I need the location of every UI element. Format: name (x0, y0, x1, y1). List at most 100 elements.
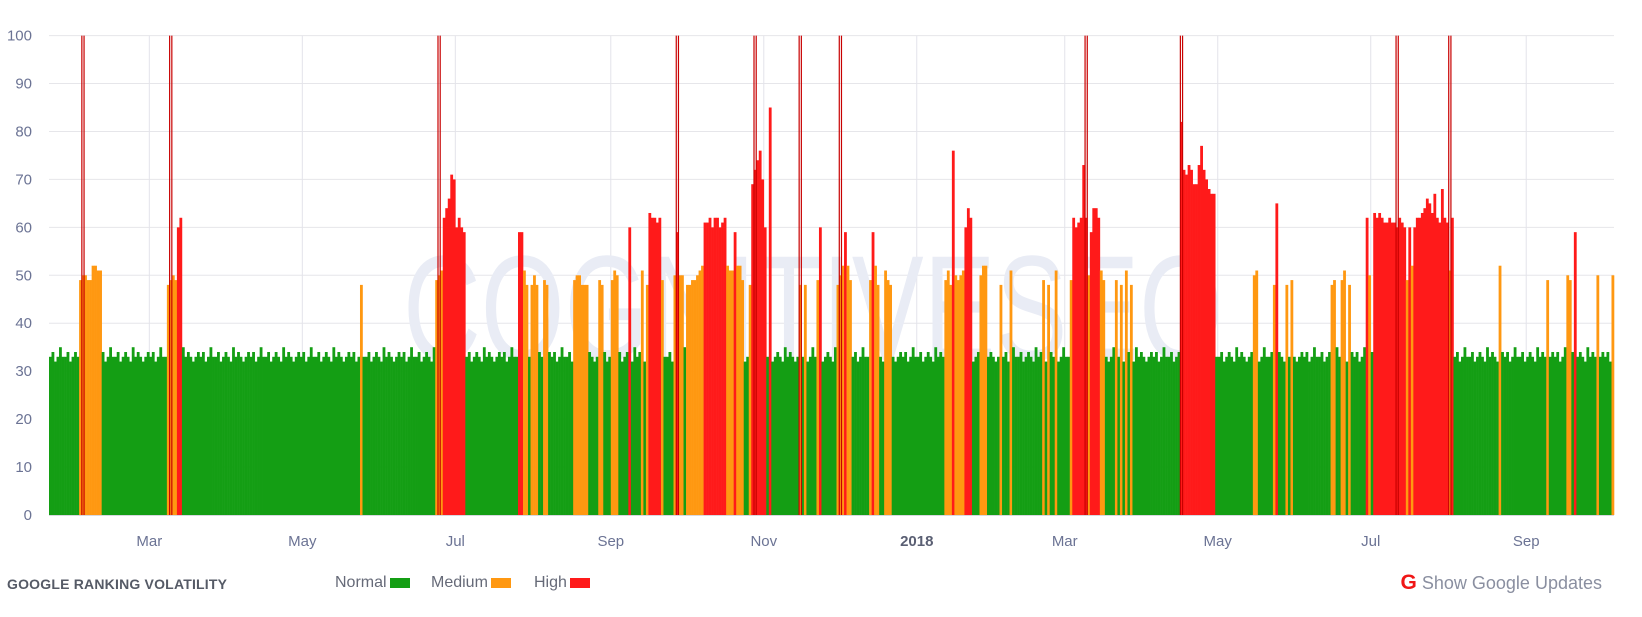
volatility-bar[interactable] (1094, 208, 1098, 515)
volatility-bar[interactable] (849, 280, 852, 515)
volatility-bar[interactable] (580, 284, 584, 515)
volatility-bar[interactable] (1318, 356, 1321, 515)
volatility-bar[interactable] (1486, 347, 1489, 515)
volatility-bar[interactable] (136, 352, 140, 515)
volatility-bar[interactable] (821, 361, 825, 515)
volatility-bar[interactable] (1568, 280, 1572, 515)
volatility-bar[interactable] (939, 352, 943, 515)
volatility-bar[interactable] (279, 361, 283, 515)
volatility-bar[interactable] (485, 356, 489, 515)
volatility-bar[interactable] (1037, 356, 1040, 515)
volatility-bar[interactable] (600, 284, 604, 515)
volatility-bar[interactable] (731, 270, 734, 515)
volatility-bar[interactable] (1104, 356, 1108, 515)
volatility-bar[interactable] (1313, 347, 1316, 515)
volatility-bar[interactable] (1082, 165, 1086, 516)
volatility-bar[interactable] (109, 347, 112, 515)
volatility-bar[interactable] (74, 352, 77, 515)
volatility-bar[interactable] (1478, 352, 1482, 515)
volatility-bar[interactable] (1197, 165, 1201, 516)
volatility-bar[interactable] (1167, 356, 1171, 515)
volatility-bar[interactable] (808, 356, 812, 515)
volatility-bar[interactable] (899, 352, 903, 515)
volatility-bar[interactable] (470, 361, 474, 515)
volatility-bar[interactable] (370, 361, 373, 515)
volatility-bar[interactable] (1027, 352, 1030, 515)
volatility-bar[interactable] (1247, 356, 1251, 515)
volatility-bar[interactable] (1481, 356, 1484, 515)
volatility-bar[interactable] (1546, 280, 1550, 515)
volatility-bar[interactable] (1418, 217, 1422, 515)
volatility-bar[interactable] (846, 265, 850, 515)
volatility-bar[interactable] (242, 361, 245, 515)
volatility-bar[interactable] (931, 361, 935, 515)
volatility-bar[interactable] (623, 356, 627, 515)
volatility-bar[interactable] (1004, 352, 1008, 515)
volatility-bar[interactable] (56, 356, 60, 515)
volatility-bar[interactable] (1440, 189, 1444, 515)
volatility-bar[interactable] (1501, 352, 1504, 515)
volatility-bar[interactable] (1310, 356, 1314, 515)
volatility-bar[interactable] (292, 361, 296, 515)
volatility-bar[interactable] (382, 347, 386, 515)
volatility-bar[interactable] (1014, 356, 1018, 515)
volatility-bar[interactable] (1516, 356, 1519, 515)
volatility-bar[interactable] (186, 352, 190, 515)
volatility-bar[interactable] (696, 275, 699, 515)
volatility-bar[interactable] (59, 347, 62, 515)
volatility-bar[interactable] (1353, 356, 1356, 515)
volatility-bar[interactable] (1358, 361, 1361, 515)
volatility-bar[interactable] (1385, 222, 1389, 515)
volatility-bar[interactable] (625, 352, 629, 515)
volatility-bar[interactable] (841, 265, 845, 515)
volatility-bar[interactable] (1292, 356, 1296, 515)
volatility-bar[interactable] (1435, 217, 1439, 515)
volatility-bar[interactable] (61, 356, 65, 515)
volatility-bar[interactable] (319, 361, 323, 515)
volatility-bar[interactable] (1160, 356, 1163, 515)
volatility-bar[interactable] (839, 275, 842, 515)
volatility-bar[interactable] (618, 352, 622, 515)
volatility-bar[interactable] (1132, 361, 1136, 515)
volatility-bar[interactable] (1345, 361, 1349, 515)
volatility-bar[interactable] (101, 352, 105, 515)
volatility-bar[interactable] (274, 352, 278, 515)
volatility-bar[interactable] (1588, 356, 1592, 515)
volatility-bar[interactable] (894, 361, 898, 515)
volatility-bar[interactable] (1009, 270, 1013, 515)
volatility-bar[interactable] (1563, 347, 1567, 515)
volatility-bar[interactable] (1185, 174, 1188, 515)
volatility-bar[interactable] (1024, 356, 1028, 515)
volatility-bar[interactable] (1433, 193, 1437, 516)
volatility-bar[interactable] (1403, 227, 1407, 516)
volatility-bar[interactable] (1513, 347, 1517, 515)
volatility-bar[interactable] (801, 356, 805, 515)
volatility-bar[interactable] (224, 352, 228, 515)
volatility-bar[interactable] (605, 361, 609, 515)
volatility-bar[interactable] (540, 356, 544, 515)
volatility-bar[interactable] (1210, 193, 1214, 516)
volatility-bar[interactable] (1370, 352, 1374, 515)
volatility-bar[interactable] (81, 275, 85, 515)
volatility-bar[interactable] (1282, 361, 1286, 515)
volatility-bar[interactable] (944, 280, 948, 515)
volatility-bar[interactable] (1526, 356, 1530, 515)
volatility-bar[interactable] (237, 352, 240, 515)
volatility-bar[interactable] (171, 275, 175, 515)
volatility-bar[interactable] (997, 356, 1000, 515)
volatility-bar[interactable] (1578, 352, 1582, 515)
volatility-bar[interactable] (1029, 356, 1033, 515)
volatility-bar[interactable] (548, 352, 551, 515)
volatility-bar[interactable] (1450, 217, 1454, 515)
volatility-bar[interactable] (916, 356, 920, 515)
volatility-bar[interactable] (144, 356, 148, 515)
volatility-bar[interactable] (1257, 361, 1261, 515)
volatility-bar[interactable] (658, 217, 662, 515)
volatility-bar[interactable] (497, 352, 501, 515)
volatility-bar[interactable] (124, 352, 128, 515)
volatility-bar[interactable] (1275, 203, 1279, 515)
volatility-bar[interactable] (299, 356, 303, 515)
volatility-bar[interactable] (979, 275, 983, 515)
volatility-bar[interactable] (683, 347, 687, 515)
volatility-bar[interactable] (1398, 217, 1402, 515)
